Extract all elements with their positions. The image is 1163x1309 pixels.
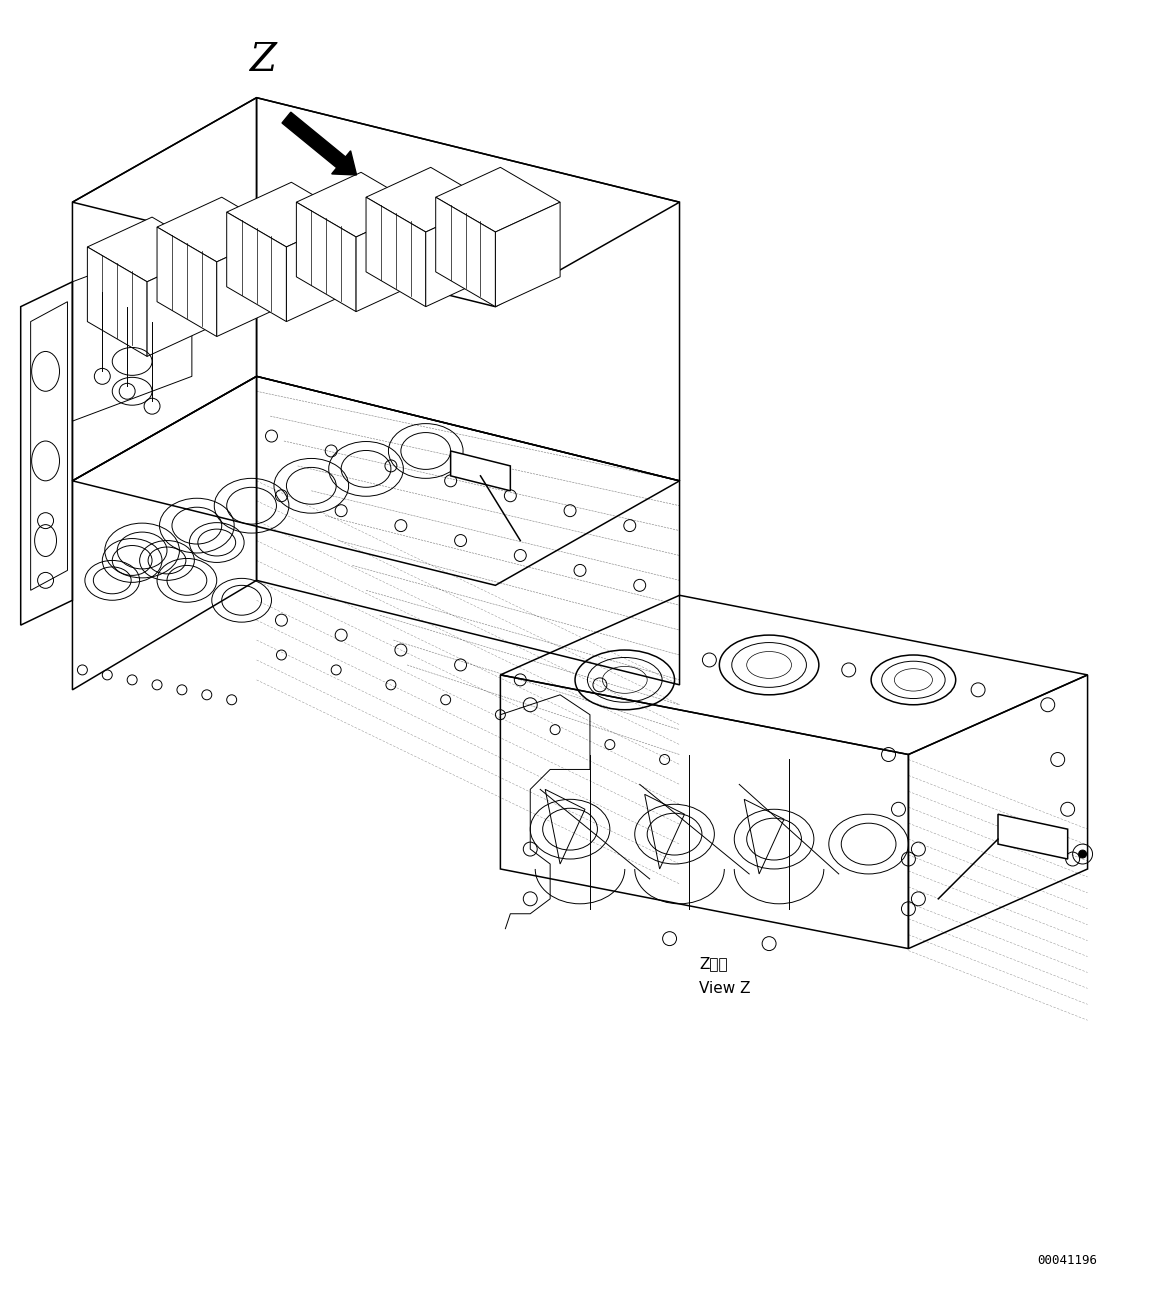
- Text: Z　視: Z 視: [699, 957, 728, 971]
- Polygon shape: [426, 202, 491, 306]
- Polygon shape: [998, 814, 1068, 859]
- Polygon shape: [157, 198, 281, 262]
- FancyArrow shape: [281, 113, 357, 175]
- Polygon shape: [366, 168, 491, 232]
- Polygon shape: [87, 247, 147, 356]
- Polygon shape: [157, 226, 216, 336]
- Polygon shape: [356, 207, 421, 312]
- Circle shape: [1078, 850, 1086, 857]
- Polygon shape: [297, 202, 356, 312]
- Polygon shape: [450, 452, 511, 491]
- Polygon shape: [436, 198, 495, 306]
- Polygon shape: [297, 173, 421, 237]
- Text: View Z: View Z: [699, 982, 751, 996]
- Polygon shape: [147, 251, 212, 356]
- Polygon shape: [87, 217, 212, 281]
- Text: Z: Z: [250, 42, 277, 79]
- Polygon shape: [436, 168, 561, 232]
- Polygon shape: [495, 202, 561, 306]
- Polygon shape: [227, 212, 286, 322]
- Polygon shape: [227, 182, 351, 247]
- Polygon shape: [216, 232, 281, 336]
- Polygon shape: [366, 198, 426, 306]
- Polygon shape: [286, 217, 351, 322]
- Text: 00041196: 00041196: [1037, 1254, 1098, 1267]
